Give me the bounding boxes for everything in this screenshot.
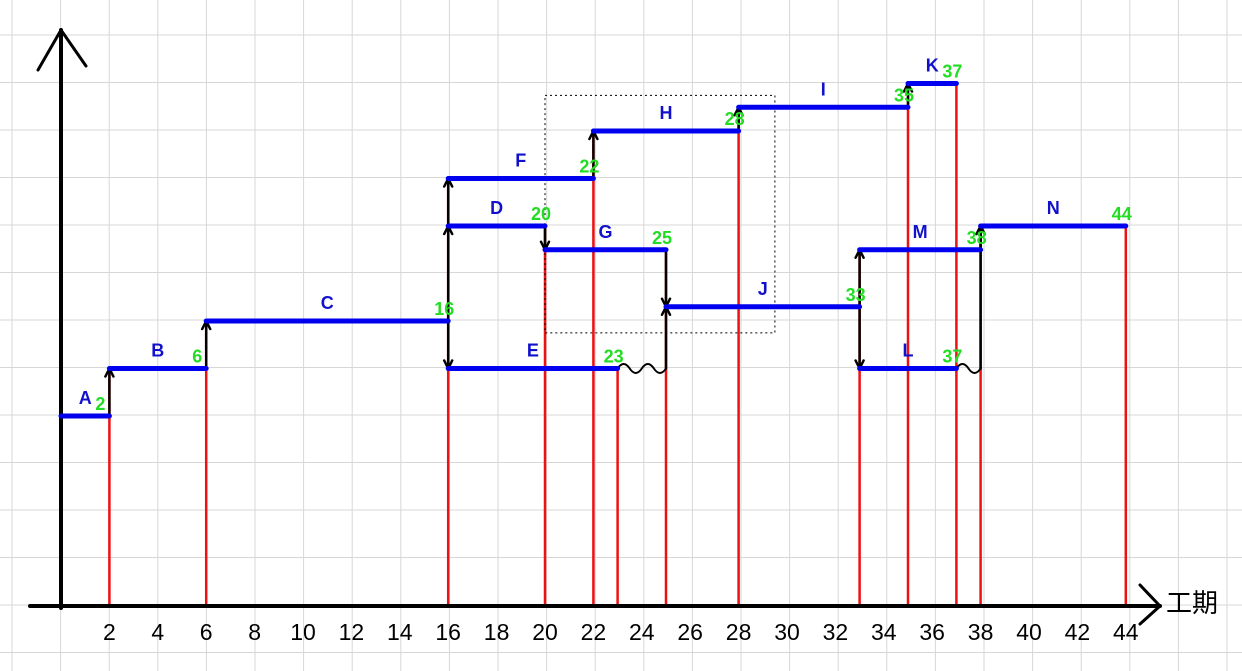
finish-time-label: 35 (894, 85, 914, 105)
task-bars: A 2B 6C 16D 20E 23F 22G 25H 28I 35J 33K 37L 37M 38N 44 (58, 56, 1132, 419)
finish-time-label: 2 (95, 394, 105, 414)
x-tick-label: 14 (387, 619, 413, 645)
dependency-arrow (854, 305, 865, 370)
finish-time-label: 33 (846, 285, 866, 305)
finish-time-label: 16 (434, 299, 454, 319)
task-name-label: E (527, 341, 539, 361)
y-axis-arrowhead (36, 28, 88, 72)
x-tick-label: 6 (200, 619, 213, 645)
x-tick-label: 28 (726, 619, 752, 645)
free-float-wavy-line (955, 363, 982, 374)
free-float-wavy-line (616, 363, 667, 374)
x-tick-label: 24 (629, 619, 655, 645)
x-tick-label: 12 (339, 619, 365, 645)
dependency-arrow (442, 177, 454, 228)
finish-time-label: 6 (192, 347, 202, 367)
dependency-arrow (660, 305, 672, 370)
dotted-highlight-rect (544, 94, 776, 334)
x-tick-label: 40 (1016, 619, 1042, 645)
x-tick-label: 18 (484, 619, 510, 645)
x-tick-label: 26 (677, 619, 703, 645)
task-name-label: G (598, 222, 612, 242)
finish-time-label: 28 (725, 109, 745, 129)
axes: 工期 (28, 28, 1218, 626)
highlight-box (544, 94, 776, 334)
milestone-drop-lines (108, 83, 1128, 606)
x-tick-label: 30 (774, 619, 800, 645)
finish-time-label: 22 (579, 157, 599, 177)
free-float-wavy-lines (616, 363, 982, 374)
x-tick-label: 42 (1065, 619, 1091, 645)
x-tick-label: 10 (290, 619, 316, 645)
dependency-arrows (104, 82, 986, 418)
x-tick-label: 20 (532, 619, 558, 645)
x-axis-arrowhead (1138, 583, 1162, 626)
task-name-label: A (79, 388, 92, 408)
dependency-arrow (104, 367, 115, 418)
finish-time-label: 38 (967, 228, 987, 248)
x-tick-labels: 2 4 6 8 10 12 14 16 18 20 22 24 26 28 30 32 34 36 38 40 42 44 (103, 619, 1139, 645)
dependency-arrow (660, 248, 672, 308)
x-tick-label: 2 (103, 619, 116, 645)
x-tick-label: 34 (871, 619, 897, 645)
finish-time-label: 37 (942, 62, 962, 82)
task-name-label: M (913, 222, 928, 242)
dependency-arrow (200, 319, 212, 370)
task-name-label: B (151, 341, 164, 361)
dependency-arrow (539, 224, 551, 251)
task-name-label: F (515, 151, 526, 171)
task-name-label: K (926, 56, 939, 76)
task-name-label: J (758, 279, 768, 299)
task-name-label: H (660, 103, 673, 123)
finish-time-label: 20 (531, 204, 551, 224)
task-name-label: I (821, 79, 826, 99)
finish-time-label: 37 (942, 347, 962, 367)
x-tick-label: 4 (151, 619, 164, 645)
task-name-label: D (490, 198, 503, 218)
x-tick-label: 32 (823, 619, 849, 645)
x-tick-label: 44 (1113, 619, 1139, 645)
task-name-label: C (321, 293, 334, 313)
x-tick-label: 16 (435, 619, 461, 645)
x-axis-title: 工期 (1166, 589, 1218, 619)
finish-time-label: 25 (652, 228, 672, 248)
task-name-label: L (903, 341, 914, 361)
finish-time-label: 23 (604, 347, 624, 367)
dependency-arrow (442, 319, 454, 370)
finish-time-label: 44 (1112, 204, 1132, 224)
x-tick-label: 22 (581, 619, 607, 645)
task-name-label: N (1047, 198, 1060, 218)
x-tick-label: 38 (968, 619, 994, 645)
x-tick-label: 8 (248, 619, 261, 645)
x-tick-label: 36 (919, 619, 945, 645)
